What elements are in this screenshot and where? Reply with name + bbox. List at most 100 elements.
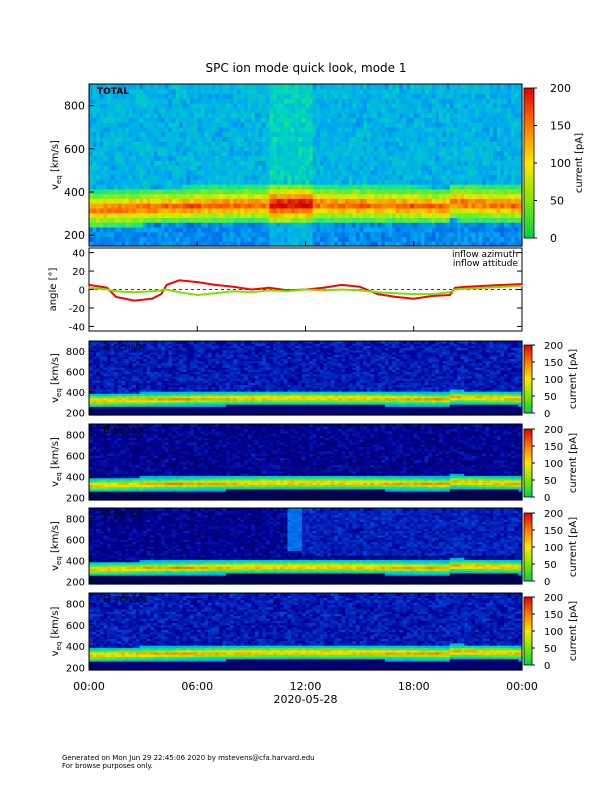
heatmap-cell <box>154 151 158 156</box>
heatmap-cell <box>201 117 205 122</box>
heatmap-cell <box>421 179 425 184</box>
heatmap-cell <box>374 198 378 203</box>
heatmap-cell <box>464 189 468 194</box>
heatmap-cell <box>186 203 190 208</box>
heatmap-cell <box>421 184 425 189</box>
heatmap-cell <box>298 179 302 184</box>
heatmap-cell <box>269 236 273 241</box>
heatmap-cell <box>457 117 461 122</box>
heatmap-cell <box>417 165 421 170</box>
heatmap-cell <box>320 108 324 113</box>
heatmap-cell <box>457 146 461 151</box>
heatmap-cell <box>132 208 136 213</box>
heatmap-cell <box>378 213 382 218</box>
heatmap-cell <box>194 122 198 127</box>
heatmap-cell <box>313 213 317 218</box>
heatmap-cell <box>248 132 252 137</box>
heatmap-cell <box>327 151 331 156</box>
series-point <box>133 291 135 293</box>
heatmap-cell <box>291 208 295 213</box>
heatmap-cell <box>399 232 403 237</box>
heatmap-cell <box>367 213 371 218</box>
heatmap-cell <box>421 141 425 146</box>
heatmap-cell <box>374 108 378 113</box>
heatmap-cell <box>172 103 176 108</box>
heatmap-cell <box>342 184 346 189</box>
heatmap-cell <box>295 165 299 170</box>
heatmap-cell <box>255 165 259 170</box>
heatmap-cell <box>165 103 169 108</box>
heatmap-cell <box>197 151 201 156</box>
heatmap-cell <box>471 122 475 127</box>
heatmap-cell <box>118 113 122 118</box>
heatmap-cell <box>490 198 494 203</box>
heatmap-cell <box>392 113 396 118</box>
heatmap-cell <box>280 113 284 118</box>
heatmap-cell <box>432 194 436 199</box>
heatmap-cell <box>259 89 263 94</box>
heatmap-cell <box>367 194 371 199</box>
heatmap-cell <box>291 170 295 175</box>
heatmap-cell <box>237 155 241 160</box>
heatmap-cell <box>114 141 118 146</box>
heatmap-cell <box>486 232 490 237</box>
heatmap-cell <box>471 132 475 137</box>
heatmap-cell <box>313 227 317 232</box>
heatmap-cell <box>150 136 154 141</box>
heatmap-cell <box>471 222 475 227</box>
heatmap-cell <box>327 103 331 108</box>
heatmap-cell <box>298 94 302 99</box>
heatmap-cell <box>190 136 194 141</box>
heatmap-cell <box>237 165 241 170</box>
heatmap-cell <box>407 146 411 151</box>
heatmap-cell <box>334 117 338 122</box>
heatmap-cell <box>378 132 382 137</box>
heatmap-cell <box>125 108 129 113</box>
heatmap-cell <box>248 136 252 141</box>
heatmap-cell <box>136 203 140 208</box>
panel-total: 200400600800veq [km/s]TOTAL050100150200c… <box>50 82 585 247</box>
heatmap-cell <box>269 89 273 94</box>
heatmap-cell <box>266 198 270 203</box>
heatmap-cell <box>298 117 302 122</box>
heatmap-cell <box>482 151 486 156</box>
heatmap-cell <box>291 132 295 137</box>
heatmap-cell <box>327 122 331 127</box>
heatmap-cell <box>111 175 115 180</box>
heatmap-cell <box>385 84 389 89</box>
heatmap-cell <box>262 217 266 222</box>
heatmap-cell <box>259 227 263 232</box>
heatmap-cell <box>226 170 230 175</box>
heatmap-cell <box>107 236 111 241</box>
heatmap-cell <box>212 94 216 99</box>
heatmap-cell <box>421 132 425 137</box>
heatmap-cell <box>197 89 201 94</box>
heatmap-cell <box>172 155 176 160</box>
heatmap-cell <box>497 141 501 146</box>
heatmap-cell <box>471 198 475 203</box>
heatmap-cell <box>363 108 367 113</box>
heatmap-cell <box>107 132 111 137</box>
heatmap-cell <box>298 184 302 189</box>
heatmap-cell <box>118 175 122 180</box>
heatmap-cell <box>508 132 512 137</box>
heatmap-cell <box>172 232 176 237</box>
heatmap-cell <box>186 94 190 99</box>
heatmap-cell <box>150 89 154 94</box>
heatmap-cell <box>378 136 382 141</box>
heatmap-cell <box>269 98 273 103</box>
heatmap-cell <box>114 113 118 118</box>
heatmap-cell <box>457 175 461 180</box>
heatmap-cell <box>443 122 447 127</box>
heatmap-cell <box>388 213 392 218</box>
heatmap-cell <box>154 122 158 127</box>
heatmap-cell <box>363 127 367 132</box>
heatmap-cell <box>381 108 385 113</box>
colorbar-tick-label: 100 <box>550 157 571 170</box>
heatmap-cell <box>345 194 349 199</box>
heatmap-cell <box>121 132 125 137</box>
heatmap-cell <box>208 122 212 127</box>
heatmap-cell <box>183 117 187 122</box>
heatmap-cell <box>497 132 501 137</box>
heatmap-cell <box>89 198 93 203</box>
